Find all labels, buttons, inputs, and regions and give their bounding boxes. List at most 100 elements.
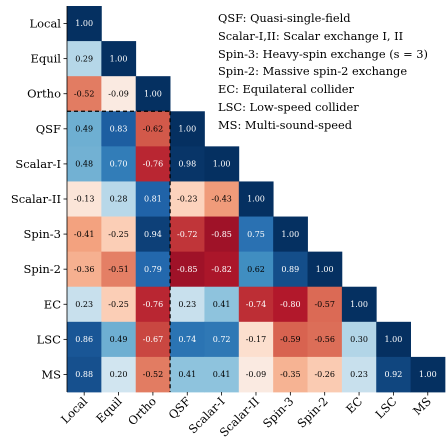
cell-value-label: 1.00 — [110, 54, 128, 63]
heatmap-cell — [341, 321, 377, 358]
y-tick-label: MS — [41, 367, 61, 381]
heatmap-cell — [170, 181, 205, 217]
x-tick-label: Spin-3 — [260, 394, 296, 430]
cell-value-label: 1.00 — [178, 125, 196, 134]
cell-value-label: -0.25 — [108, 230, 129, 239]
heatmap-cell — [101, 181, 137, 217]
cell-value-label: 0.94 — [144, 230, 162, 239]
cell-value-label: -0.09 — [108, 89, 129, 98]
heatmap-cell — [273, 356, 308, 393]
cell-value-label: 0.83 — [110, 125, 128, 134]
cell-value-label: 0.98 — [178, 160, 196, 169]
y-tick-label: LSC — [37, 332, 62, 346]
heatmap-cell — [135, 356, 171, 393]
x-tick-label: MS — [410, 394, 434, 418]
cell-value-label: 0.74 — [178, 335, 196, 344]
x-tick-label: LSC — [372, 394, 399, 421]
heatmap-cell — [273, 251, 308, 288]
heatmap-cell — [238, 321, 274, 358]
cell-value-label: 0.88 — [75, 370, 93, 379]
x-tick-label: Ortho — [125, 394, 159, 428]
legend-line-scalar: Scalar-I,II: Scalar exchange I, II — [218, 28, 404, 43]
heatmap-cell — [307, 321, 343, 358]
cell-value-label: -0.62 — [143, 125, 164, 134]
heatmap-cell — [135, 321, 171, 358]
heatmap-cell — [204, 251, 240, 288]
cell-value-label: -0.76 — [143, 160, 164, 169]
y-tick-label: QSF — [36, 122, 61, 136]
heatmap-cell — [101, 286, 137, 323]
cell-value-label: 0.49 — [75, 125, 93, 134]
heatmap-cell — [204, 356, 240, 393]
y-tick-label: Scalar-I — [15, 157, 61, 171]
cell-value-label: 1.00 — [75, 19, 93, 28]
heatmap-cell — [67, 321, 102, 358]
cell-value-label: -0.56 — [314, 335, 335, 344]
cell-value-label: -0.67 — [143, 335, 164, 344]
heatmap-cell — [410, 356, 446, 393]
heatmap-cell — [307, 356, 343, 393]
heatmap-cell — [135, 111, 171, 147]
cell-value-label: 0.75 — [247, 230, 265, 239]
heatmap-cell — [67, 356, 102, 393]
heatmap-cell — [135, 286, 171, 323]
y-tick-label: Spin-3 — [23, 227, 61, 241]
cell-value-label: -0.80 — [280, 300, 301, 309]
cell-value-label: 0.81 — [144, 195, 162, 204]
cell-value-label: 0.20 — [110, 370, 128, 379]
cell-value-label: 1.00 — [316, 265, 334, 274]
heatmap-cell — [67, 76, 102, 112]
heatmap-cell — [135, 216, 171, 253]
cell-value-label: 1.00 — [385, 335, 403, 344]
cell-value-label: -0.09 — [246, 370, 267, 379]
heatmap-cell — [204, 321, 240, 358]
heatmap-cell — [135, 146, 171, 182]
cell-value-label: 0.28 — [110, 195, 128, 204]
heatmap-cell — [307, 286, 343, 323]
cell-value-label: 0.41 — [178, 370, 196, 379]
cell-value-label: 0.79 — [144, 265, 162, 274]
cell-value-label: -0.57 — [314, 300, 335, 309]
cell-value-label: 0.23 — [178, 300, 196, 309]
heatmap-cell — [101, 216, 137, 253]
heatmap-cell — [238, 356, 274, 393]
heatmap-cell — [170, 356, 205, 393]
heatmap-cell — [101, 251, 137, 288]
heatmap-cell — [101, 41, 137, 77]
legend-line-qsf: QSF: Quasi-single-field — [218, 11, 351, 25]
x-tick-label: Spin-2 — [294, 394, 330, 430]
heatmap-cell — [101, 146, 137, 182]
cell-value-label: 0.23 — [350, 370, 368, 379]
x-tick-label: Equil — [93, 394, 125, 426]
heatmap-cell — [170, 321, 205, 358]
heatmap-cell — [376, 356, 411, 393]
cell-value-label: -0.43 — [211, 195, 232, 204]
heatmap-cell — [238, 181, 274, 217]
cell-value-label: 0.41 — [213, 300, 231, 309]
cell-value-label: -0.17 — [246, 335, 267, 344]
heatmap-cell — [170, 111, 205, 147]
heatmap-cell — [67, 41, 102, 77]
heatmap-cell — [273, 321, 308, 358]
cell-value-label: -0.36 — [74, 265, 95, 274]
cell-value-label: -0.85 — [177, 265, 198, 274]
cell-value-label: -0.52 — [143, 370, 164, 379]
cell-value-label: 1.00 — [281, 230, 299, 239]
x-tick-label: EC — [343, 394, 365, 416]
cell-value-label: -0.26 — [314, 370, 335, 379]
cell-value-label: -0.41 — [74, 230, 95, 239]
heatmap-cell — [341, 356, 377, 393]
cell-value-label: 0.86 — [75, 335, 93, 344]
cell-value-label: -0.72 — [177, 230, 198, 239]
cell-value-label: -0.74 — [246, 300, 267, 309]
heatmap-cell — [204, 216, 240, 253]
x-tick-label: QSF — [166, 394, 194, 422]
abbreviation-legend: QSF: Quasi-single-field Scalar-I,II: Sca… — [218, 10, 443, 135]
cell-value-label: 0.41 — [213, 370, 231, 379]
heatmap-cell — [67, 146, 102, 182]
legend-line-spin3: Spin-3: Heavy-spin exchange (s = 3) — [218, 46, 428, 61]
y-tick-label: EC — [44, 297, 61, 311]
cell-value-label: -0.76 — [143, 300, 164, 309]
cell-value-label: 0.92 — [385, 370, 403, 379]
heatmap-cell — [170, 251, 205, 288]
